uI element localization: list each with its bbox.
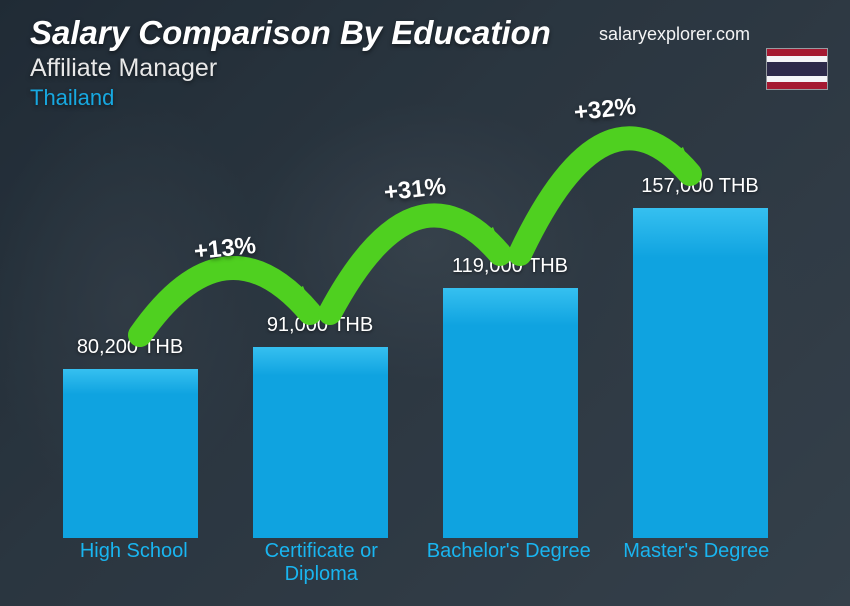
- bar: [253, 347, 388, 538]
- flag-stripe: [767, 49, 827, 56]
- labels-container: High SchoolCertificate or DiplomaBachelo…: [40, 540, 790, 586]
- bar: [63, 369, 198, 538]
- bar-category-label: Certificate or Diploma: [231, 540, 411, 586]
- flag-stripe: [767, 69, 827, 76]
- watermark-text: salaryexplorer.com: [599, 24, 750, 45]
- country-flag: [766, 48, 828, 90]
- bar-category-label: High School: [44, 540, 224, 586]
- bar-category-label: Master's Degree: [606, 540, 786, 586]
- flag-stripe: [767, 62, 827, 69]
- chart-country: Thailand: [30, 85, 551, 111]
- bar-chart: 80,200 THB91,000 THB119,000 THB157,000 T…: [40, 140, 790, 586]
- chart-title: Salary Comparison By Education: [30, 14, 551, 52]
- content-layer: Salary Comparison By Education Affiliate…: [0, 0, 850, 606]
- bar-category-label: Bachelor's Degree: [419, 540, 599, 586]
- chart-subtitle: Affiliate Manager: [30, 54, 551, 83]
- header: Salary Comparison By Education Affiliate…: [30, 14, 551, 111]
- flag-stripe: [767, 76, 827, 83]
- flag-stripe: [767, 56, 827, 63]
- flag-stripe: [767, 82, 827, 89]
